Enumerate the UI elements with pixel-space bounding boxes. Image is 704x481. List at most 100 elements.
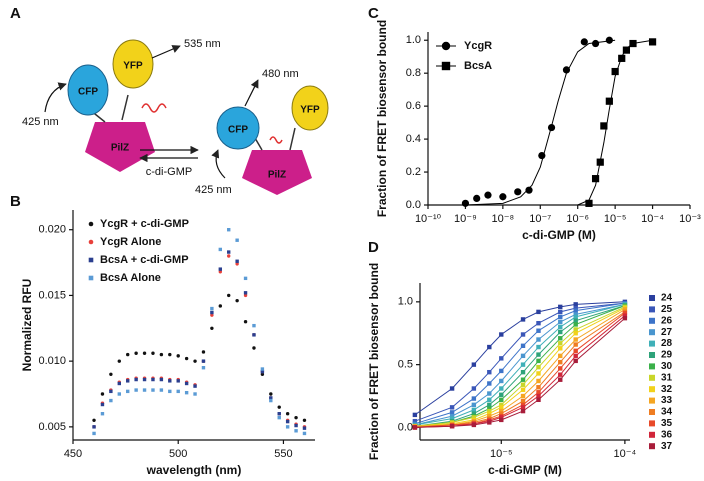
y-axis-title: Fraction of FRET biosensor bound <box>367 263 381 460</box>
series-line <box>414 301 625 416</box>
marker <box>210 326 214 330</box>
marker <box>536 337 541 342</box>
marker <box>269 392 273 396</box>
marker <box>558 304 563 310</box>
marker <box>227 254 231 258</box>
marker <box>520 382 526 387</box>
marker <box>618 54 626 62</box>
legend-label: 29 <box>661 350 673 361</box>
yfp-shape <box>291 85 329 131</box>
marker <box>235 238 239 242</box>
marker <box>227 250 231 254</box>
marker <box>536 390 541 395</box>
panel-label: C <box>368 5 379 22</box>
marker <box>471 402 477 408</box>
marker <box>243 276 248 281</box>
marker <box>260 369 265 374</box>
marker <box>285 412 290 416</box>
marker <box>92 418 96 422</box>
marker <box>611 67 619 76</box>
marker <box>520 387 526 392</box>
x-tick-label: 10⁻⁵ <box>490 448 513 460</box>
marker <box>605 97 613 105</box>
marker <box>573 348 578 354</box>
fit-curve <box>577 39 653 206</box>
marker <box>573 302 578 307</box>
legend-marker <box>649 352 655 358</box>
marker <box>536 393 541 399</box>
marker <box>109 398 113 403</box>
marker <box>471 415 477 420</box>
marker <box>536 371 541 376</box>
marker <box>471 396 477 401</box>
pilz-label: PilZ <box>111 143 129 154</box>
cfp-label: CFP <box>78 87 98 98</box>
marker <box>277 405 281 409</box>
series-line <box>414 303 626 426</box>
legend-marker <box>649 374 655 381</box>
marker <box>176 389 180 394</box>
marker <box>520 377 526 382</box>
marker <box>109 372 113 376</box>
marker <box>235 298 239 303</box>
marker <box>558 372 563 377</box>
marker <box>520 369 526 375</box>
marker <box>629 39 637 48</box>
legend-label: 24 <box>661 293 673 304</box>
diagram: A CFP YFP PilZ 425 nm 535 nm c-di-GMP CF… <box>10 5 329 196</box>
marker <box>499 392 504 397</box>
marker <box>151 388 155 392</box>
pilz-pocket <box>262 140 292 148</box>
x-tick-label: 10⁻⁷ <box>529 213 551 225</box>
marker <box>622 310 628 316</box>
legend-label: YcgR + c-di-GMP <box>100 218 189 230</box>
marker <box>285 425 290 429</box>
marker <box>573 312 578 317</box>
arrow <box>244 79 259 107</box>
marker <box>585 199 593 207</box>
legend-marker <box>649 295 655 301</box>
legend-label: BcsA Alone <box>100 272 161 284</box>
marker <box>142 377 147 382</box>
marker <box>176 379 180 383</box>
legend-label: 30 <box>661 361 673 372</box>
legend-marker <box>649 409 655 415</box>
marker <box>210 306 214 311</box>
legend-marker <box>649 431 655 438</box>
x-tick-label: 450 <box>64 448 82 460</box>
marker <box>520 408 526 414</box>
marker <box>487 406 492 411</box>
marker <box>573 327 578 332</box>
legend-label: BcsA + c-di-GMP <box>100 254 189 266</box>
marker <box>449 386 455 391</box>
marker <box>499 405 504 410</box>
y-tick-label: 0.0 <box>406 199 421 211</box>
marker <box>126 379 130 383</box>
marker <box>487 402 492 408</box>
marker <box>252 333 256 337</box>
marker <box>558 336 563 341</box>
marker <box>117 392 121 396</box>
marker <box>487 391 492 396</box>
x-axis-title: c-di-GMP (M) <box>488 463 562 477</box>
marker <box>210 310 214 315</box>
cfp-shape <box>67 64 109 116</box>
marker <box>536 358 541 364</box>
legend-marker <box>88 239 94 245</box>
legend-label: YcgR Alone <box>100 236 161 248</box>
marker <box>92 425 96 429</box>
marker <box>536 344 541 350</box>
legend-marker <box>441 41 451 51</box>
marker <box>520 353 526 359</box>
pilz-label: PilZ <box>268 170 286 181</box>
legend-label: 25 <box>661 304 673 315</box>
marker <box>260 372 265 376</box>
series-line <box>414 302 625 425</box>
marker <box>471 411 477 416</box>
marker <box>134 388 138 392</box>
marker <box>142 388 147 392</box>
legend-label: 32 <box>661 384 673 395</box>
marker <box>252 346 256 350</box>
y-tick-label: 0.5 <box>398 359 413 371</box>
marker <box>547 123 556 132</box>
